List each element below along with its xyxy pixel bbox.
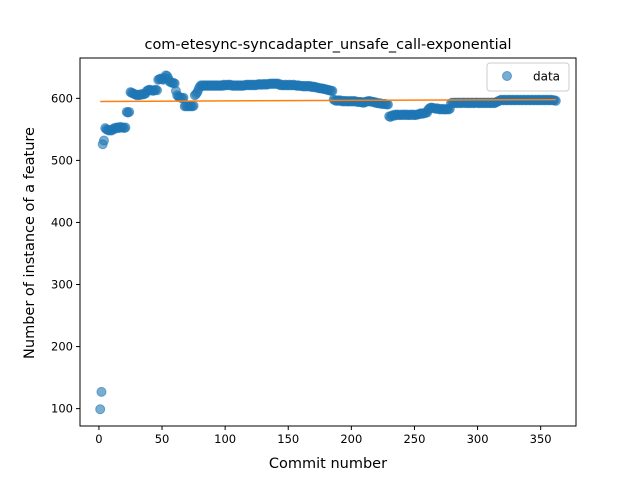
y-tick-label: 200 <box>51 340 73 354</box>
legend: data <box>486 62 570 92</box>
y-tick-label: 300 <box>51 278 73 292</box>
data-point <box>124 106 135 117</box>
data-point <box>98 135 109 146</box>
y-tick-label: 400 <box>51 215 73 229</box>
x-tick-label: 250 <box>403 432 425 446</box>
y-tick-label: 600 <box>51 91 73 105</box>
chart-title: com-etesync-syncadapter_unsafe_call-expo… <box>144 37 511 53</box>
data-point <box>188 100 199 111</box>
legend-label-data: data <box>533 70 560 84</box>
data-point <box>96 386 107 397</box>
x-tick-label: 0 <box>95 432 102 446</box>
x-tick-label: 300 <box>467 432 489 446</box>
x-tick-label: 200 <box>340 432 362 446</box>
plot-area <box>95 70 561 415</box>
axes: 0 50 100 150 200 250 300 350 100 200 300 400 500 600 <box>51 57 577 446</box>
y-axis-label: Number of instance of a feature <box>22 127 38 359</box>
data-point <box>382 99 393 110</box>
legend-box <box>486 62 570 92</box>
x-axis-label: Commit number <box>269 456 387 472</box>
y-tick-label: 100 <box>51 402 73 416</box>
x-tick-label: 100 <box>214 432 236 446</box>
data-point <box>327 85 338 96</box>
y-tick-label: 500 <box>51 153 73 167</box>
legend-marker-data <box>502 71 512 81</box>
data-point <box>95 404 106 415</box>
axes-frame <box>79 57 577 427</box>
data-point <box>120 122 131 133</box>
data-point <box>550 95 561 106</box>
x-tick-label: 150 <box>277 432 299 446</box>
data-point <box>151 85 162 96</box>
fit-line <box>100 98 556 103</box>
x-tick-label: 50 <box>155 432 170 446</box>
x-tick-label: 350 <box>530 432 552 446</box>
